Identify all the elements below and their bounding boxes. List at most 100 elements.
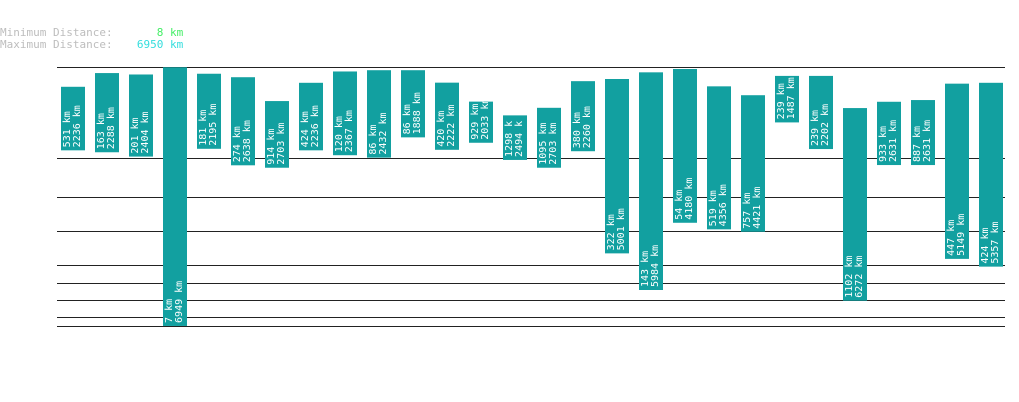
distance-bar <box>401 70 425 138</box>
bar-low-label: 887 km <box>912 126 923 162</box>
distance-bar-group: 757 km 4421 km <box>741 95 765 232</box>
bar-high-label: 2631 km <box>888 120 899 162</box>
bar-high-label: 2432 km <box>378 112 389 154</box>
distance-bar-group: 143 km 5984 km <box>639 72 663 291</box>
bar-low-label: 424 km <box>300 111 311 147</box>
distance-bar <box>775 75 799 123</box>
distance-bar <box>95 73 119 153</box>
bar-low-label: 1095 km <box>538 123 549 165</box>
distance-bar <box>639 72 663 291</box>
distance-bar <box>877 101 901 166</box>
bar-low-label: 519 km <box>708 190 719 226</box>
distance-bar-group: 1095 km 2703 km <box>537 107 561 168</box>
distance-bar <box>163 67 187 326</box>
bar-low-label: 929 km <box>470 104 481 140</box>
bar-low-label: 120 km <box>334 116 345 152</box>
distance-bar <box>707 86 731 230</box>
distance-bar-group: 86 km 2432 km <box>367 70 391 158</box>
distance-bar-group: 1102 km 6272 km <box>843 108 867 301</box>
bar-high-label: 2195 km <box>208 104 219 146</box>
distance-bar-group: 380 km 2260 km <box>571 81 595 152</box>
bar-low-label: 757 km <box>742 193 753 229</box>
distance-bar-group: 933 km 2631 km <box>877 101 901 166</box>
bar-high-label: 6949 km <box>174 281 185 323</box>
bar-low-label: 201 km <box>130 117 141 153</box>
distance-bar-group: 239 km 2202 km <box>809 75 833 150</box>
maximum-distance-label: Maximum Distance: <box>0 38 113 51</box>
bar-high-label: 2494 k <box>514 121 525 157</box>
bar-low-label: 933 km <box>878 126 889 162</box>
distance-bar <box>945 83 969 259</box>
distance-bar <box>571 81 595 152</box>
distance-bar <box>809 75 833 150</box>
bar-high-label: 2260 km <box>582 106 593 148</box>
bar-low-label: 424 km <box>980 228 991 264</box>
bar-high-label: 2703 km <box>548 123 559 165</box>
bar-low-label: 447 km <box>946 220 957 256</box>
bar-low-label: 531 km <box>62 111 73 147</box>
bar-low-label: 239 km <box>810 110 821 146</box>
bar-high-label: 2631 km <box>922 120 933 162</box>
distance-bar-group: 420 km 2222 km <box>435 82 459 150</box>
distance-bar-group: 239 km 1487 km <box>775 75 799 123</box>
distance-bar-group: 7 km 6949 km <box>163 67 187 326</box>
distance-bar-group: 181 km 2195 km <box>197 73 221 149</box>
bar-low-label: 163 km <box>96 113 107 149</box>
distance-bar-group: 519 km 4356 km <box>707 86 731 230</box>
distance-bar-group: 929 km 2033 km <box>469 98 493 143</box>
distance-bar <box>741 95 765 232</box>
bar-high-label: 4180 km <box>684 178 695 220</box>
distance-bar-group: 274 km 2638 km <box>231 77 255 166</box>
distance-bar-group: 887 km 2631 km <box>911 100 935 166</box>
bar-high-label: 5149 km <box>956 214 967 256</box>
bar-high-label: 5984 km <box>650 245 661 287</box>
distance-bar-group: 914 km 2703 km <box>265 101 289 168</box>
distance-bar <box>367 70 391 158</box>
distance-bar-group: 447 km 5149 km <box>945 83 969 259</box>
distance-bar-group: 163 km 2288 km <box>95 73 119 153</box>
distance-bar <box>197 73 221 149</box>
bar-high-label: 6272 km <box>854 256 865 298</box>
bar-low-label: 86 km <box>402 104 413 134</box>
bar-low-label: 86 km <box>368 125 379 155</box>
bar-high-label: 2033 km <box>480 98 491 140</box>
distance-bar-group: 54 km 4180 km <box>673 69 697 223</box>
distance-bar <box>979 82 1003 267</box>
distance-bar <box>843 108 867 301</box>
distance-bar <box>61 86 85 151</box>
bar-low-label: 380 km <box>572 112 583 148</box>
distance-bar-group: 322 km 5001 km <box>605 78 629 254</box>
bar-low-label: 322 km <box>606 214 617 250</box>
bar-high-label: 1888 km <box>412 92 423 134</box>
bar-low-label: 143 km <box>640 251 651 287</box>
bar-high-label: 2703 km <box>276 123 287 165</box>
bar-high-label: 4421 km <box>752 187 763 229</box>
bar-low-label: 54 km <box>674 190 685 220</box>
bar-high-label: 4356 km <box>718 184 729 226</box>
bar-high-label: 2202 km <box>820 104 831 146</box>
bar-high-label: 1487 km <box>786 77 797 119</box>
distance-bar-group: 1298 k 2494 k <box>503 115 527 160</box>
bar-high-label: 2638 km <box>242 120 253 162</box>
bar-low-label: 7 km <box>164 299 175 323</box>
distance-bar-group: 120 km 2367 km <box>333 71 357 156</box>
distance-bar-group: 424 km 5357 km <box>979 82 1003 267</box>
bar-low-label: 274 km <box>232 126 243 162</box>
maximum-distance-value: 6950 km <box>136 38 184 51</box>
distance-bar <box>503 115 527 160</box>
bar-low-label: 1298 k <box>504 121 515 157</box>
distance-bar-group: 86 km 1888 km <box>401 70 425 138</box>
bar-high-label: 2367 km <box>344 110 355 152</box>
bar-low-label: 181 km <box>198 110 209 146</box>
distance-bar <box>231 77 255 166</box>
bar-high-label: 5357 km <box>990 221 1001 263</box>
bar-low-label: 239 km <box>776 83 787 119</box>
minimum-distance-label: Minimum Distance: <box>0 26 113 39</box>
bar-low-label: 1102 km <box>844 256 855 298</box>
distance-bar <box>673 69 697 223</box>
minimum-distance-value: 8 km <box>156 26 184 39</box>
distance-bar <box>469 101 493 143</box>
minimum-distance-row: Minimum Distance: 8 km <box>0 26 183 39</box>
bar-high-label: 2236 km <box>310 105 321 147</box>
